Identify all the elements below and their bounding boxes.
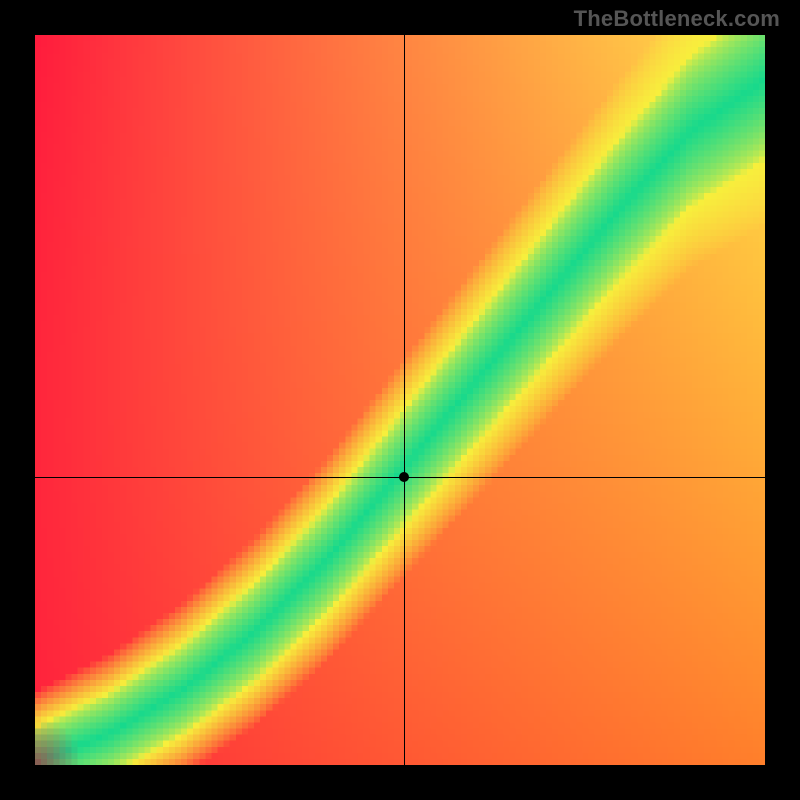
plot-area [35,35,765,765]
crosshair-vertical [404,35,405,765]
attribution-text: TheBottleneck.com [574,6,780,32]
figure-root: TheBottleneck.com [0,0,800,800]
selected-point [399,472,409,482]
bottleneck-heatmap [35,35,765,765]
